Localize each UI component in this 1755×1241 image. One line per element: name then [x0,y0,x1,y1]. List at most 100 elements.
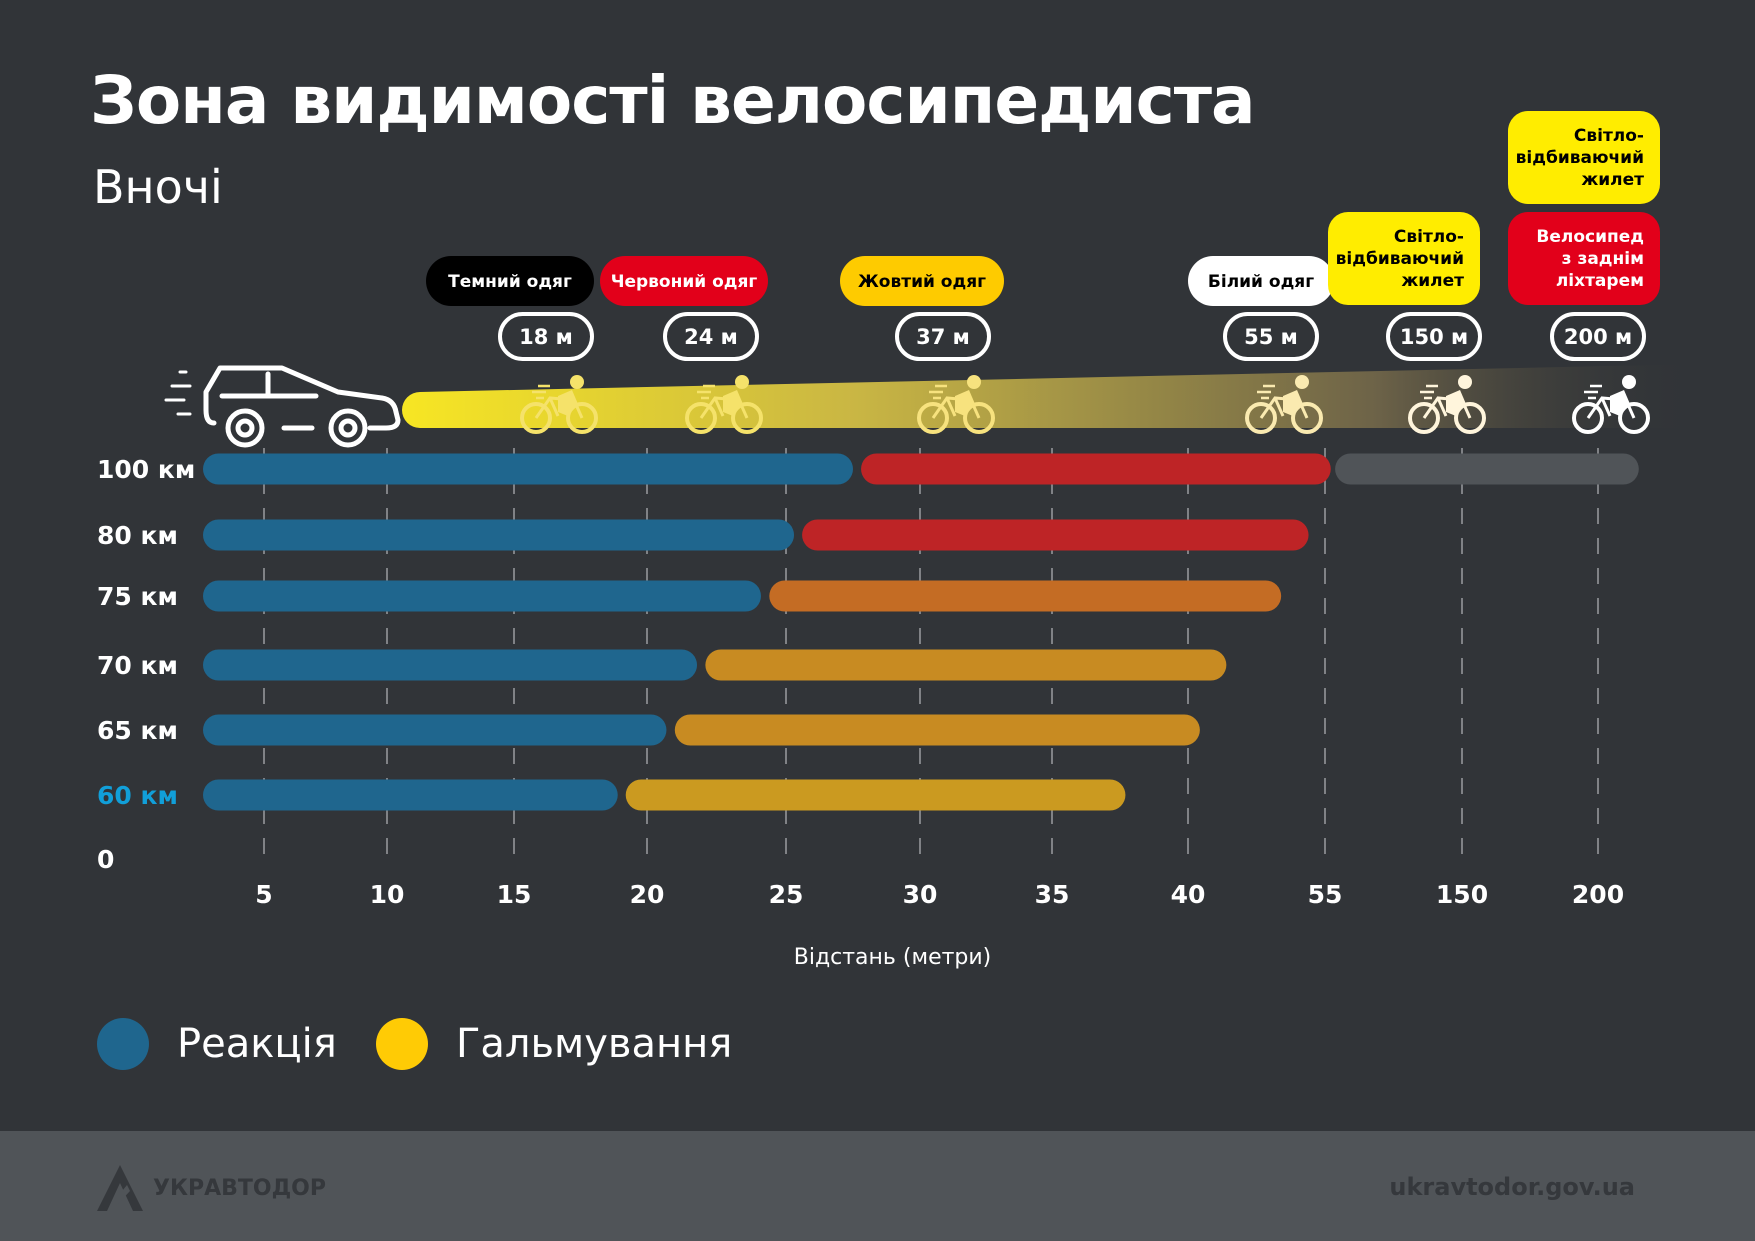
distance-label: 37 м [916,325,970,349]
marker-label-line: Світло- [1394,227,1464,247]
marker-label: Червоний одяг [611,272,758,292]
y-axis-label: 100 км [97,455,195,484]
cyclist-wheel [731,402,763,434]
y-axis-baseline-label: 0 [97,845,114,874]
x-tick-label: 200 [1572,880,1624,909]
cyclist-head [570,375,584,389]
bar-reaction [203,649,698,681]
marker-label: Білий одяг [1208,272,1314,292]
bar-braking [625,779,1126,811]
x-tick-label: 5 [255,880,272,909]
distance-label: 18 м [519,325,573,349]
marker-label-line: жилет [1401,271,1464,291]
legend-item-braking: Гальмування [376,1018,732,1070]
distance-label: 55 м [1244,325,1298,349]
marker-label-line: з заднім [1562,249,1644,269]
cyclist-wheel [1291,402,1323,434]
cyclist-wheel [1572,402,1604,434]
distance-label: 24 м [684,325,738,349]
bar-reaction [203,580,761,612]
cyclist-frame [931,396,981,419]
y-axis-label: 70 км [97,651,178,680]
distance-pill [498,312,594,361]
x-tick-label: 55 [1308,880,1343,909]
cyclist-wheel [566,402,598,434]
cyclist-icon [1245,375,1323,434]
cyclist-icon [1572,375,1650,434]
ukravtodor-logo[interactable]: УКРАВТОДОР [95,1163,326,1213]
distance-pill [1550,312,1646,361]
ukravtodor-logo-icon [97,1165,143,1211]
visibility-markers: 18 м Темний одяг 24 м Червоний одяг 37 м Жовт… [426,111,1660,434]
cyclist-icon [685,375,763,434]
car-wheel-hub [235,418,255,438]
bar-beyond [1335,453,1639,485]
legend-label-braking: Гальмування [456,1021,733,1067]
cyclist-wheel [685,402,717,434]
distance-pill [1386,312,1482,361]
marker-label-line: відбиваючий [1336,249,1464,269]
y-axis-label: 65 км [97,716,178,745]
marker-label-line: ліхтарем [1556,271,1644,291]
visibility-marker: 24 м Червоний одяг [600,256,768,434]
cyclist-wheel [963,402,995,434]
cyclist-frame [1586,396,1636,419]
x-tick-label: 30 [903,880,938,909]
marker-label-box [1328,212,1480,305]
marker-label-pill [600,256,768,306]
cyclist-head [735,375,749,389]
cyclist-frame [699,396,749,419]
marker-label: Темний одяг [448,272,572,292]
x-tick-label: 25 [769,880,804,909]
distance-label: 150 м [1400,325,1468,349]
cyclist-wheel [1454,402,1486,434]
bar-braking [769,580,1282,612]
cyclist-head [967,375,981,389]
cyclist-icon [917,375,995,434]
car-wheel [225,408,265,448]
cyclist-head [1622,375,1636,389]
cyclist-icon [520,375,598,434]
bar-reaction [203,779,618,811]
website-link[interactable]: ukravtodor.gov.ua [1389,1173,1635,1201]
marker-label-line: Світло- [1574,126,1644,146]
cyclist-frame [1259,396,1309,419]
x-tick-label: 10 [370,880,405,909]
footer: УКРАВТОДОР ukravtodor.gov.ua [0,1131,1755,1241]
legend-item-reaction: Реакція [97,1018,337,1070]
chart: 18 м Темний одяг 24 м Червоний одяг 37 м Жовт… [97,111,1700,909]
car-wheel [328,408,368,448]
x-tick-label: 150 [1436,880,1488,909]
car-wheel-hub [338,418,358,438]
cyclist-wheel [1408,402,1440,434]
marker-label: Жовтий одяг [858,272,986,292]
logo-text: УКРАВТОДОР [153,1175,326,1201]
cyclist-wheel [1245,402,1277,434]
bar-braking [674,714,1200,746]
cyclist-wheel [917,402,949,434]
car-body [203,365,401,431]
bar-braking [705,649,1227,681]
y-axis-label: 60 км [97,781,178,810]
visibility-marker: 18 м Темний одяг [426,256,598,434]
cyclist-head [1458,375,1472,389]
legend-label-reaction: Реакція [177,1021,337,1067]
y-axis-label: 80 км [97,521,178,550]
car-icon [164,365,401,448]
marker-label-line: жилет [1581,170,1644,190]
x-axis-labels: 5 10 15 20 25 30 35 40 55 150 200 [255,880,1624,909]
bar-braking [802,519,1309,551]
cyclist-frame [1422,396,1472,419]
marker-label-pill [426,256,594,306]
y-axis-label: 75 км [97,582,178,611]
bar-reaction [203,519,795,551]
bars [203,453,1639,811]
distance-label: 200 м [1564,325,1632,349]
cyclist-icon [1408,375,1486,434]
bar-reaction [203,453,853,485]
distance-pill [1223,312,1319,361]
visibility-marker: 37 м Жовтий одяг [840,256,1004,434]
marker-label-box-extra [1508,111,1660,204]
page-title: Зона видимості велосипедиста [90,62,1256,139]
